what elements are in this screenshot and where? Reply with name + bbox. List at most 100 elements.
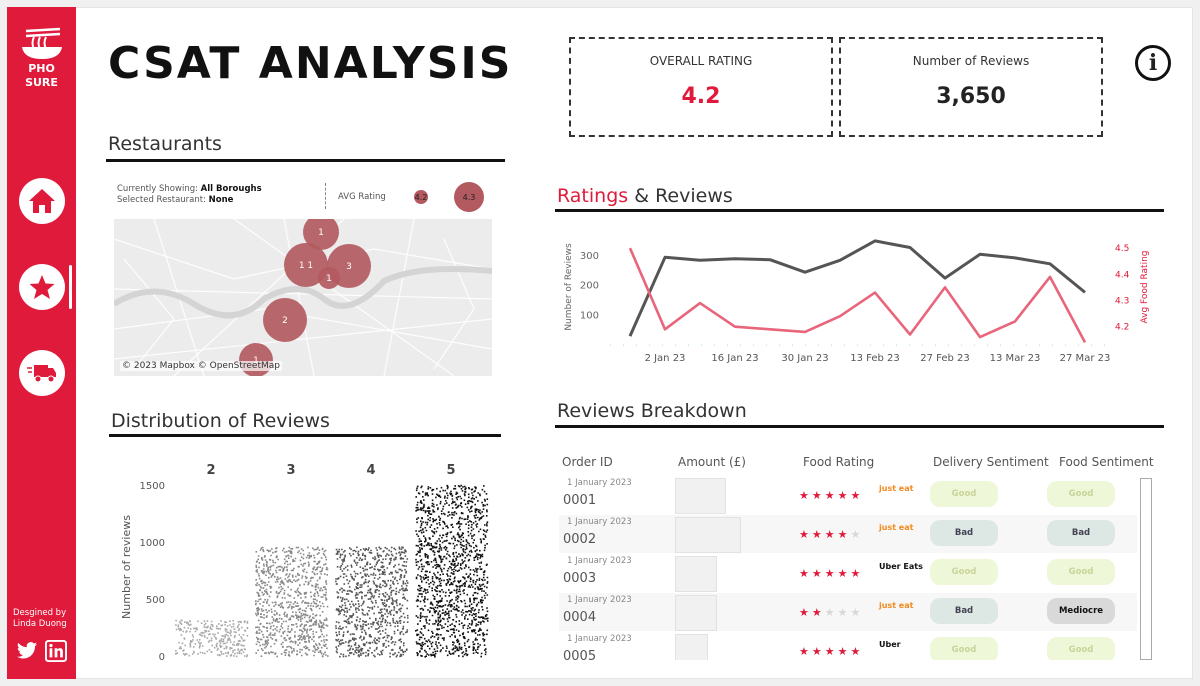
nav-home-button[interactable] bbox=[19, 178, 65, 224]
amount-bar bbox=[675, 595, 717, 631]
table-viewport: 1 January 2023 0001 ★★★★★ just eat Good Good 1… bbox=[0, 476, 1200, 660]
y-tick-label: 1000 bbox=[140, 538, 165, 549]
food-rating-stars: ★★★★★ bbox=[799, 528, 863, 541]
table-row[interactable]: 1 January 2023 0002 ★★★★★ just eat Bad Bad bbox=[559, 515, 1137, 553]
table-row[interactable]: 1 January 2023 0004 ★★★★★ just eat Bad Medioc… bbox=[559, 593, 1137, 631]
map-bubble[interactable] bbox=[318, 267, 340, 289]
delivery-brand-logo: just eat bbox=[879, 601, 914, 610]
star-icon: ★ bbox=[824, 528, 838, 541]
y-axis-label: Number of reviews bbox=[120, 515, 133, 619]
star-icon: ★ bbox=[799, 528, 812, 541]
star-icon: ★ bbox=[850, 567, 864, 580]
delivery-brand-logo: just eat bbox=[879, 484, 914, 493]
bar-dots bbox=[335, 546, 409, 658]
food-sentiment-badge: Good bbox=[1047, 481, 1115, 507]
brand-line1: PHO bbox=[28, 62, 55, 75]
distribution-chart: Number of reviews 0 500 1000 1500 2 3 4 5 bbox=[120, 463, 489, 663]
star-icon: ★ bbox=[837, 606, 851, 619]
map-bubble-label: 1 bbox=[326, 274, 332, 284]
star-icon: ★ bbox=[824, 567, 838, 580]
showing-value: All Boroughs bbox=[200, 184, 262, 194]
ratings-heading-word: Ratings bbox=[557, 185, 629, 207]
y2-tick-label: 4.3 bbox=[1115, 296, 1129, 306]
column-header-food-rating[interactable]: Food Rating bbox=[803, 455, 875, 469]
map-bubble[interactable] bbox=[263, 298, 307, 342]
order-date: 1 January 2023 bbox=[567, 517, 632, 527]
info-icon[interactable]: i bbox=[1135, 45, 1171, 81]
kpi-number-of-reviews: Number of Reviews 3,650 bbox=[839, 37, 1103, 137]
order-date: 1 January 2023 bbox=[567, 478, 632, 488]
column-header-amount[interactable]: Amount (£) bbox=[678, 455, 746, 469]
food-sentiment-badge: Bad bbox=[1047, 520, 1115, 546]
twitter-icon[interactable] bbox=[16, 640, 38, 662]
category-label: 2 bbox=[206, 463, 215, 478]
star-icon: ★ bbox=[837, 528, 851, 541]
food-rating-stars: ★★★★★ bbox=[799, 567, 863, 580]
order-date: 1 January 2023 bbox=[567, 556, 632, 566]
legend-small-label: 4.2 bbox=[415, 193, 428, 202]
table-row[interactable]: 1 January 2023 0005 ★★★★★ Uber Good Good bbox=[559, 632, 1137, 660]
map-bubble[interactable] bbox=[303, 219, 339, 250]
column-header-food-sentiment[interactable]: Food Sentiment bbox=[1059, 455, 1154, 469]
star-icon: ★ bbox=[837, 567, 851, 580]
nav-delivery-button[interactable] bbox=[19, 350, 65, 396]
selected-value: None bbox=[208, 195, 234, 205]
star-icon: ★ bbox=[850, 606, 864, 619]
table-row[interactable]: 1 January 2023 0003 ★★★★★ Uber Eats Good Good bbox=[559, 554, 1137, 592]
legend-large-label: 4.3 bbox=[463, 193, 476, 202]
star-icon: ★ bbox=[824, 645, 838, 658]
map-bubble[interactable] bbox=[284, 243, 328, 287]
page-title: CSAT ANALYSIS bbox=[108, 38, 513, 89]
table-scrollbar[interactable] bbox=[1140, 478, 1152, 660]
table-row[interactable]: 1 January 2023 0001 ★★★★★ just eat Good Good bbox=[559, 476, 1137, 514]
delivery-sentiment-badge: Good bbox=[930, 559, 998, 585]
restaurant-map[interactable]: 1 1 1 3 1 2 1 bbox=[114, 219, 492, 376]
y-tick-label: 200 bbox=[580, 281, 599, 292]
restaurants-heading: Restaurants bbox=[108, 133, 222, 155]
star-icon: ★ bbox=[837, 645, 851, 658]
star-icon: ★ bbox=[824, 606, 838, 619]
y2-tick-label: 4.4 bbox=[1115, 270, 1130, 280]
map-canvas[interactable]: 1 1 1 3 1 2 1 bbox=[114, 219, 492, 376]
amount-bar bbox=[675, 556, 717, 592]
column-header-delivery-sentiment[interactable]: Delivery Sentiment bbox=[933, 455, 1049, 469]
star-icon: ★ bbox=[811, 645, 825, 658]
amount-bar bbox=[675, 517, 741, 553]
x-tick-label: 13 Feb 23 bbox=[850, 353, 900, 364]
credit-line2: Linda Duong bbox=[13, 619, 67, 629]
linkedin-icon[interactable] bbox=[45, 640, 67, 662]
kpi-overall-rating: OVERALL RATING 4.2 bbox=[569, 37, 833, 137]
brand-line2: SURE bbox=[25, 76, 58, 89]
ratings-heading-rest: & Reviews bbox=[628, 185, 733, 207]
x-tick-label: 13 Mar 23 bbox=[990, 353, 1041, 364]
avg-rating-legend: 4.2 4.3 bbox=[414, 182, 484, 212]
nav-ratings-button[interactable] bbox=[19, 264, 65, 310]
bar-dot-fill bbox=[175, 619, 249, 658]
category-label: 5 bbox=[446, 463, 455, 478]
star-icon: ★ bbox=[799, 567, 812, 580]
order-id: 0005 bbox=[563, 649, 597, 660]
map-bubbles[interactable]: 1 1 1 3 1 2 1 bbox=[239, 219, 371, 376]
food-sentiment-badge: Good bbox=[1047, 559, 1115, 585]
bar-dots bbox=[415, 484, 489, 658]
brand-logo: PHO SURE bbox=[7, 27, 76, 89]
x-tick-label: 27 Feb 23 bbox=[920, 353, 970, 364]
amount-bar bbox=[675, 634, 708, 660]
star-icon: ★ bbox=[799, 489, 812, 502]
y-tick-label: 500 bbox=[146, 595, 165, 606]
map-attribution[interactable]: © 2023 Mapbox © OpenStreetMap bbox=[120, 361, 282, 371]
bowl-icon bbox=[21, 27, 62, 59]
y-tick-label: 1500 bbox=[140, 481, 165, 492]
map-bubble-label: 3 bbox=[346, 262, 352, 272]
star-icon: ★ bbox=[837, 489, 851, 502]
showing-label: Currently Showing: bbox=[117, 184, 201, 194]
legend-bubble-large bbox=[454, 182, 484, 212]
delivery-brand-logo: Uber Eats bbox=[879, 562, 923, 571]
delivery-brand-logo: Uber bbox=[879, 640, 901, 649]
sidebar: PHO SURE Desgined by Linda Duong bbox=[7, 7, 76, 679]
series-line-rating bbox=[628, 247, 1087, 344]
star-icon: ★ bbox=[824, 489, 838, 502]
column-header-order-id[interactable]: Order ID bbox=[562, 455, 613, 469]
section-divider bbox=[555, 209, 1164, 212]
delivery-sentiment-badge: Good bbox=[930, 637, 998, 660]
